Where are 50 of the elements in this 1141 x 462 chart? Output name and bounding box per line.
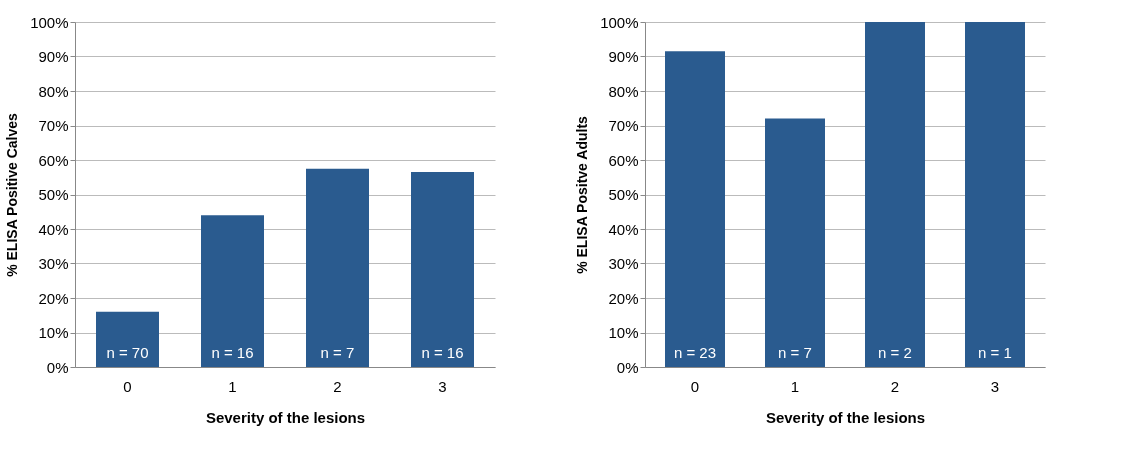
y-tick-label: 90% [38, 48, 69, 65]
bar [865, 22, 925, 367]
y-tick-label: 10% [38, 324, 69, 341]
annotation: n = 16 [421, 344, 464, 361]
annotation: n = 16 [211, 344, 254, 361]
annotation: n = 70 [106, 344, 149, 361]
x-tick-label: 1 [228, 377, 237, 395]
x-tick-label: 0 [123, 377, 132, 395]
y-tick-label: 60% [38, 151, 69, 169]
y-tick-label: 80% [38, 82, 69, 100]
x-tick-label: 3 [990, 377, 1000, 395]
y-tick-label: 20% [608, 289, 639, 307]
y-tick-label: 70% [608, 117, 639, 134]
y-tick-label: 40% [608, 220, 639, 238]
x-tick-label: 3 [438, 377, 447, 395]
x-tick-label: 2 [890, 377, 900, 395]
bar [96, 311, 159, 367]
bar [765, 118, 825, 367]
bar [665, 51, 725, 367]
bar [201, 215, 264, 367]
y-tick-label: 20% [38, 289, 69, 307]
y-tick-label: 80% [608, 82, 639, 100]
bar [306, 168, 369, 367]
bar [965, 22, 1025, 367]
x-tick-label: 1 [790, 377, 800, 395]
annotation: n = 7 [778, 344, 812, 361]
bar [411, 172, 474, 367]
y-tick-label: 10% [608, 324, 639, 341]
x-tick-label: 0 [690, 377, 700, 395]
y-tick-label: 50% [38, 186, 69, 203]
y-tick-label: 30% [608, 255, 639, 272]
y-tick-label: 60% [608, 151, 639, 169]
annotation: n = 23 [673, 344, 717, 361]
y-tick-label: 100% [30, 13, 69, 31]
annotation: n = 7 [320, 344, 355, 361]
y-tick-label: 0% [616, 358, 639, 376]
y-tick-label: 70% [38, 117, 69, 134]
y-tick-label: 90% [608, 48, 639, 65]
annotation: n = 1 [978, 344, 1012, 361]
x-tick-label: 2 [333, 377, 342, 395]
y-tick-label: 50% [608, 186, 639, 203]
y-tick-label: 0% [46, 358, 69, 376]
x-axis-title: Severity of the lesions [765, 408, 926, 426]
y-axis-title: % ELISA Positive Calves [4, 112, 21, 277]
annotation: n = 2 [878, 344, 912, 361]
y-tick-label: 30% [38, 255, 69, 272]
x-axis-title: Severity of the lesions [205, 408, 366, 426]
y-tick-label: 40% [38, 220, 69, 238]
y-tick-label: 100% [600, 13, 639, 31]
y-axis-title: % ELISA Positve Adults [574, 115, 591, 274]
